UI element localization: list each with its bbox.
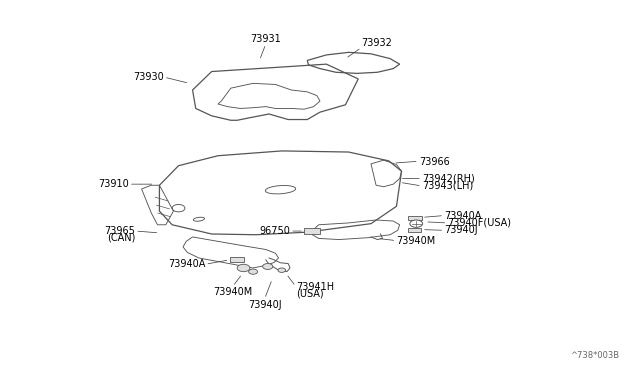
Text: (USA): (USA) — [296, 289, 323, 299]
Circle shape — [278, 268, 285, 272]
Text: 73942(RH): 73942(RH) — [422, 174, 475, 184]
Text: 73940M: 73940M — [396, 236, 436, 246]
Text: 73940A: 73940A — [168, 259, 205, 269]
Text: ^738*003B: ^738*003B — [570, 351, 620, 360]
Text: 73940A: 73940A — [444, 211, 482, 221]
FancyBboxPatch shape — [304, 228, 320, 234]
Text: 73943(LH): 73943(LH) — [422, 181, 473, 191]
Text: 73940J: 73940J — [248, 300, 282, 310]
Circle shape — [262, 263, 273, 269]
Text: 96750: 96750 — [259, 226, 290, 236]
Text: 73941H: 73941H — [296, 282, 334, 292]
Text: 73965: 73965 — [104, 226, 135, 236]
Text: 73910: 73910 — [98, 179, 129, 189]
Circle shape — [237, 264, 250, 272]
Text: 73931: 73931 — [250, 34, 281, 44]
Text: 73932: 73932 — [362, 38, 392, 48]
Text: (CAN): (CAN) — [107, 233, 135, 243]
FancyBboxPatch shape — [230, 257, 244, 262]
Text: 73940F(USA): 73940F(USA) — [447, 218, 511, 228]
FancyBboxPatch shape — [408, 215, 422, 220]
Text: 73940M: 73940M — [213, 287, 252, 297]
Circle shape — [410, 220, 422, 227]
Circle shape — [248, 269, 257, 274]
FancyBboxPatch shape — [408, 228, 420, 232]
Text: 73940J: 73940J — [444, 225, 478, 235]
Text: 73930: 73930 — [133, 72, 164, 82]
Text: 73966: 73966 — [419, 157, 449, 167]
